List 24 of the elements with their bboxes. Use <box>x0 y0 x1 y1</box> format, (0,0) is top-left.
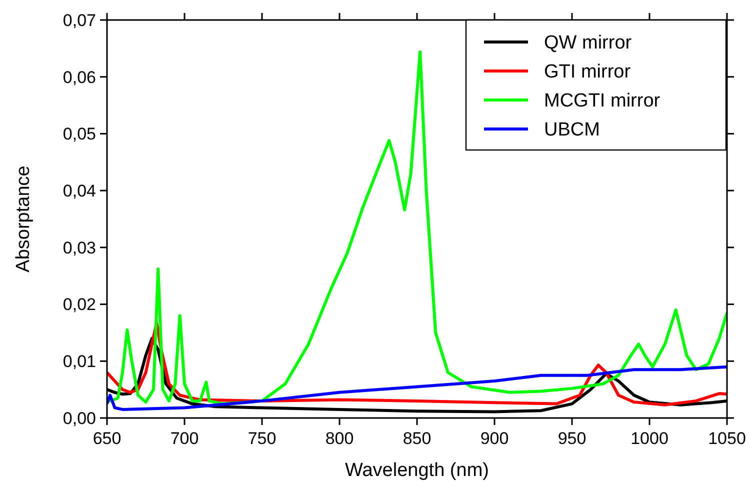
y-tick-label: 0,04 <box>62 182 96 201</box>
x-tick-label: 750 <box>248 429 276 448</box>
y-tick-label: 0,05 <box>62 124 96 144</box>
y-tick-label: 0,00 <box>62 408 96 428</box>
x-tick-label: 1050 <box>708 429 746 448</box>
x-tick-label: 700 <box>170 429 199 448</box>
line-series <box>107 365 727 411</box>
x-tick-label: 900 <box>480 429 509 448</box>
y-axis-title: Absorptance <box>13 166 34 272</box>
x-tick-label: 850 <box>402 429 432 448</box>
x-tick-label: 800 <box>325 429 354 448</box>
x-axis-title: Wavelength (nm) <box>345 460 489 481</box>
legend-label: GTI mirror <box>544 62 632 83</box>
y-tick-label: 0,07 <box>62 10 96 30</box>
y-tick-label: 0,02 <box>62 295 96 314</box>
x-tick-label: 650 <box>92 429 122 448</box>
y-tick-label: 0,01 <box>62 352 96 372</box>
legend-label: QW mirror <box>544 32 632 54</box>
x-tick-label: 1000 <box>630 429 668 448</box>
legend-label: MCGTI mirror <box>544 90 661 112</box>
x-tick-label: 950 <box>558 429 586 448</box>
y-tick-label: 0,03 <box>62 238 96 258</box>
legend-label: UBCM <box>544 120 600 141</box>
y-tick-label: 0,06 <box>62 68 96 87</box>
